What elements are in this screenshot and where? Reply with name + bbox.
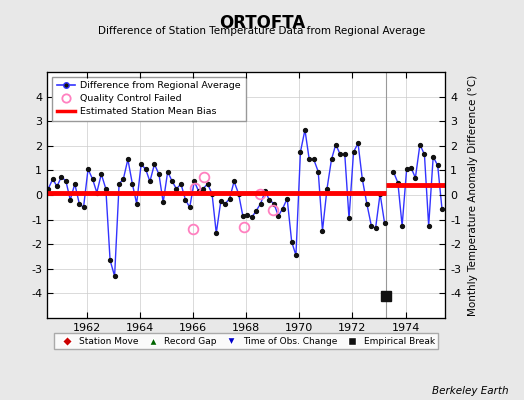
Y-axis label: Monthly Temperature Anomaly Difference (°C): Monthly Temperature Anomaly Difference (… bbox=[468, 74, 478, 316]
Legend: Station Move, Record Gap, Time of Obs. Change, Empirical Break: Station Move, Record Gap, Time of Obs. C… bbox=[54, 333, 438, 350]
Text: Difference of Station Temperature Data from Regional Average: Difference of Station Temperature Data f… bbox=[99, 26, 425, 36]
Text: Berkeley Earth: Berkeley Earth bbox=[432, 386, 508, 396]
Text: ORTOFTA: ORTOFTA bbox=[219, 14, 305, 32]
Legend: Difference from Regional Average, Quality Control Failed, Estimated Station Mean: Difference from Regional Average, Qualit… bbox=[52, 77, 246, 121]
